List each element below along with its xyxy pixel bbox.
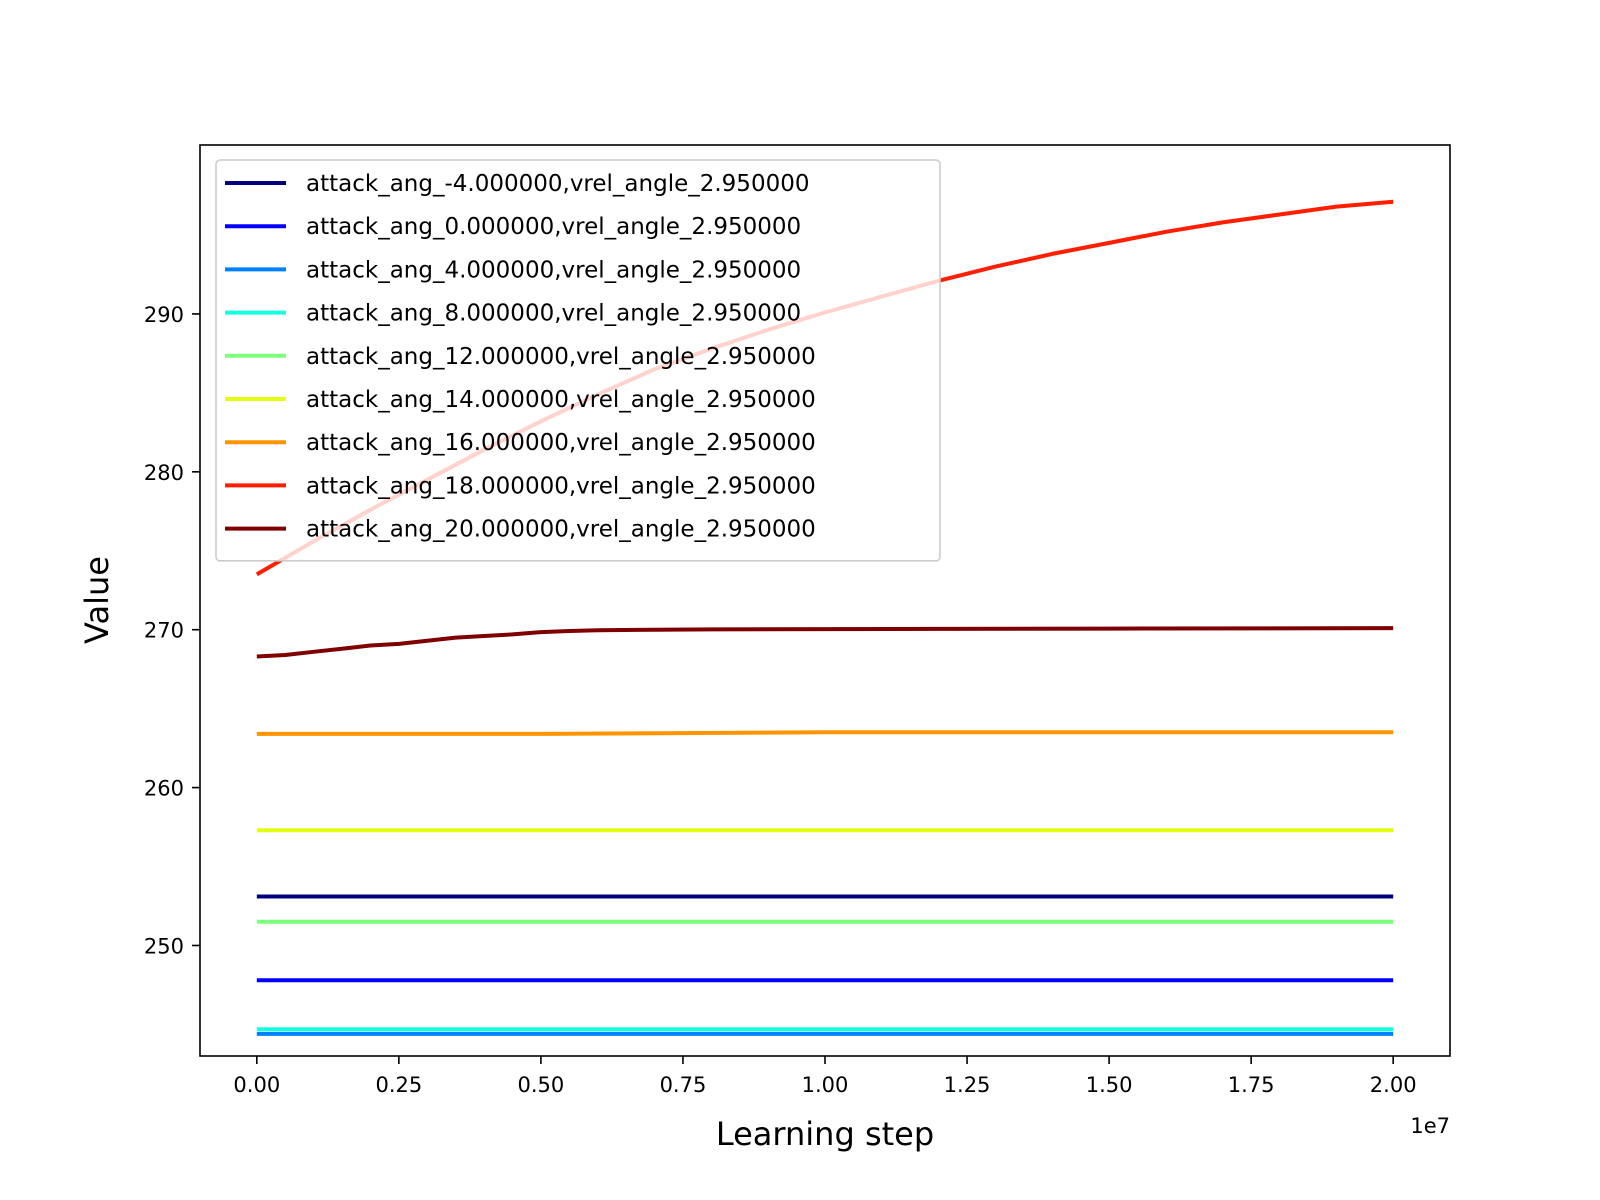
- x-tick-label: 0.75: [660, 1073, 707, 1097]
- y-tick-label: 260: [144, 777, 184, 801]
- y-tick-label: 290: [144, 303, 184, 327]
- legend-box: [215, 159, 941, 562]
- y-tick-label: 280: [144, 461, 184, 485]
- legend-label: attack_ang_8.000000,vrel_angle_2.950000: [306, 301, 801, 327]
- x-tick-label: 1.25: [944, 1073, 991, 1097]
- legend-label: attack_ang_0.000000,vrel_angle_2.950000: [306, 214, 801, 240]
- series-line-6: [256, 730, 1394, 736]
- legend-label: attack_ang_14.000000,vrel_angle_2.950000: [306, 387, 816, 413]
- legend-label: attack_ang_-4.000000,vrel_angle_2.950000: [306, 171, 809, 197]
- x-tick-label: 1.75: [1228, 1073, 1275, 1097]
- legend-label: attack_ang_4.000000,vrel_angle_2.950000: [306, 257, 801, 283]
- y-tick-label: 270: [144, 619, 184, 643]
- x-tick-label: 0.25: [375, 1073, 422, 1097]
- x-tick-label: 0.50: [518, 1073, 565, 1097]
- legend-label: attack_ang_20.000000,vrel_angle_2.950000: [306, 517, 816, 543]
- legend-label: attack_ang_12.000000,vrel_angle_2.950000: [306, 344, 816, 370]
- y-axis-ticks: 250 260 270 280 290: [144, 303, 200, 958]
- legend: attack_ang_-4.000000,vrel_angle_2.950000…: [215, 159, 941, 562]
- x-tick-label: 1.50: [1086, 1073, 1133, 1097]
- x-axis-offset-label: 1e7: [1410, 1114, 1450, 1138]
- x-tick-label: 2.00: [1370, 1073, 1417, 1097]
- legend-label: attack_ang_16.000000,vrel_angle_2.950000: [306, 430, 816, 456]
- x-tick-label: 0.00: [233, 1073, 280, 1097]
- x-axis-ticks: 0.00 0.25 0.50 0.75 1.00 1.25 1.50 1.75 2.00: [233, 1056, 1417, 1097]
- x-axis-title: Learning step: [716, 1115, 934, 1153]
- legend-label: attack_ang_18.000000,vrel_angle_2.950000: [306, 473, 816, 499]
- y-axis-title: Value: [78, 556, 116, 644]
- y-tick-label: 250: [144, 934, 184, 958]
- series-line-8: [256, 626, 1394, 659]
- x-tick-label: 1.00: [802, 1073, 849, 1097]
